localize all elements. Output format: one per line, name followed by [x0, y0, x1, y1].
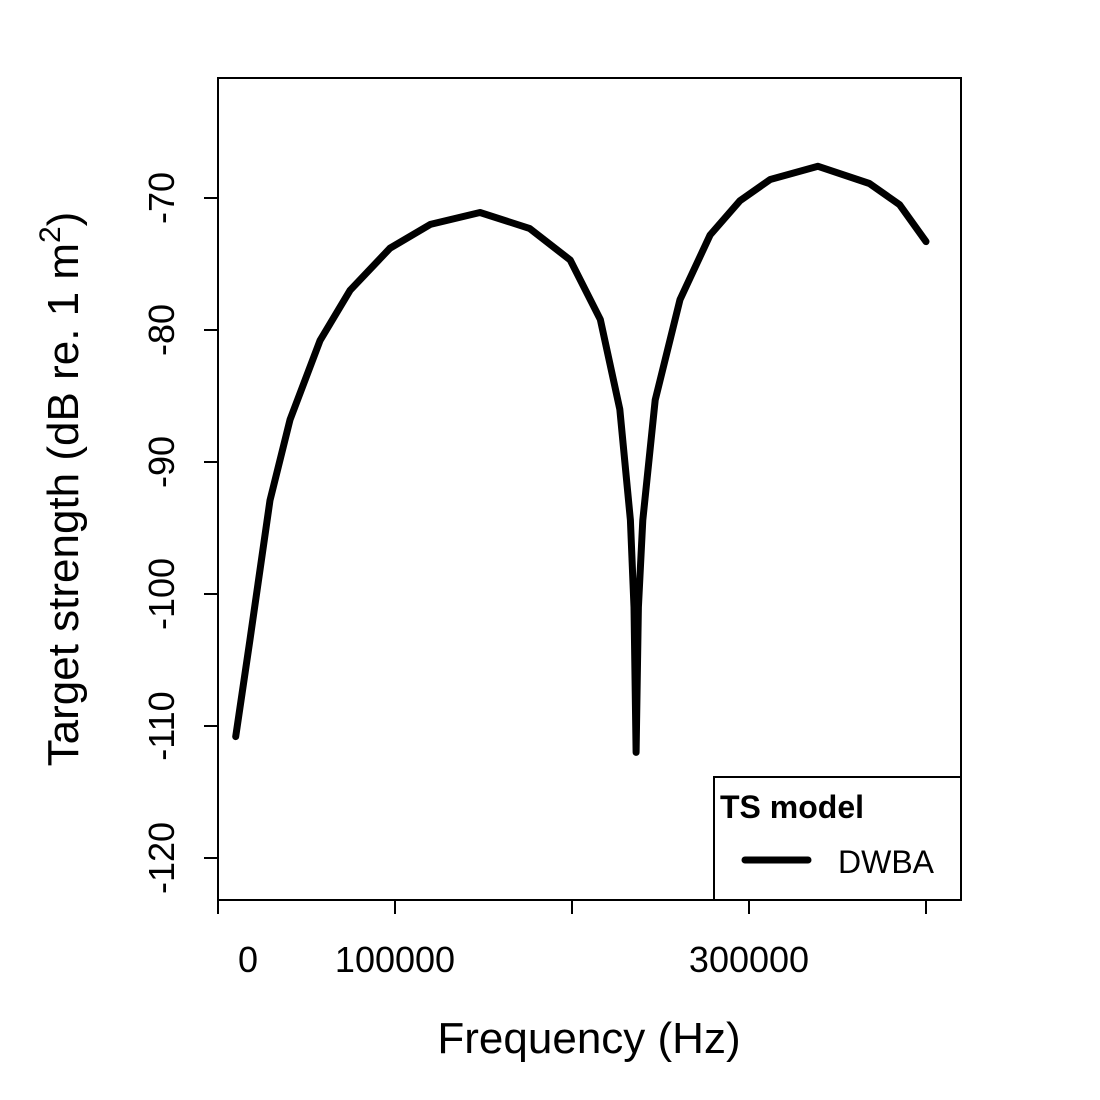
y-tick-label: -120 [141, 822, 182, 894]
legend-title: TS model [720, 789, 864, 825]
legend-entry-dwba: DWBA [838, 844, 935, 880]
legend: TS model DWBA [713, 776, 962, 901]
x-axis-label: Frequency (Hz) [437, 1014, 740, 1063]
x-tick-label: 0 [238, 939, 258, 980]
y-axis-label: Target strength (dB re. 1 m2) [34, 212, 88, 767]
y-tick-label: -70 [141, 172, 182, 224]
y-tick-label: -90 [141, 436, 182, 488]
series-line-dwba [232, 162, 930, 756]
x-tick-label: 300000 [689, 939, 809, 980]
x-tick-label: 100000 [335, 939, 455, 980]
y-tick-label: -110 [141, 691, 182, 760]
legend-box [713, 776, 962, 901]
y-tick-label: -100 [141, 558, 182, 630]
y-tick-label: -80 [141, 304, 182, 356]
